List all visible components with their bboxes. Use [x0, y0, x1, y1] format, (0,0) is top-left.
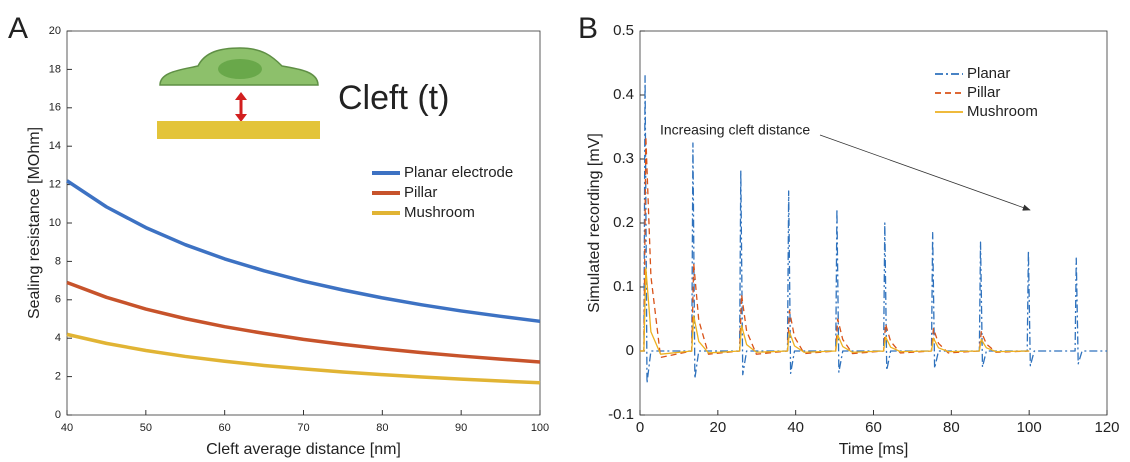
- y-tick-label: 6: [55, 294, 61, 306]
- legend-label: Pillar: [967, 84, 1000, 101]
- series-line: [66, 332, 541, 385]
- plot-frame: [639, 30, 1108, 416]
- y-axis-label: Simulated recording [mV]: [586, 133, 603, 313]
- x-tick-label: 80: [376, 422, 388, 434]
- y-tick-label: 0.1: [613, 278, 634, 295]
- y-tick-label: 16: [49, 102, 61, 114]
- legend-label: Mushroom: [967, 103, 1038, 120]
- x-tick-label: 80: [943, 419, 960, 436]
- legend-label: Pillar: [404, 184, 437, 201]
- legend-label: Planar: [967, 65, 1010, 82]
- legend-label: Mushroom: [404, 204, 475, 221]
- panel-label: B: [578, 12, 598, 45]
- annotation-arrow: [819, 134, 1031, 211]
- y-tick-label: 10: [49, 217, 61, 229]
- series-line: [640, 267, 1030, 355]
- x-tick-label: 60: [219, 422, 231, 434]
- y-tick-label: 18: [49, 63, 61, 75]
- series-line: [66, 179, 541, 324]
- y-tick-label: 0: [55, 409, 61, 421]
- x-tick-label: 100: [1017, 419, 1042, 436]
- y-tick-label: 0.5: [613, 22, 634, 39]
- y-tick-label: 0.3: [613, 150, 634, 167]
- x-tick-label: 50: [140, 422, 152, 434]
- annotation: Cleft (t): [338, 79, 449, 117]
- series-line: [640, 75, 1107, 384]
- x-tick-label: 100: [531, 422, 549, 434]
- x-tick-label: 70: [297, 422, 309, 434]
- y-tick-label: -0.1: [608, 406, 634, 423]
- x-tick-label: 40: [61, 422, 73, 434]
- y-tick-label: 2: [55, 371, 61, 383]
- x-tick-label: 20: [709, 419, 726, 436]
- x-tick-label: 0: [636, 419, 644, 436]
- x-tick-label: 90: [455, 422, 467, 434]
- cell-diagram: [157, 47, 320, 139]
- y-tick-label: 14: [49, 140, 61, 152]
- x-tick-label: 40: [787, 419, 804, 436]
- y-tick-label: 0.2: [613, 214, 634, 231]
- x-axis-label: Time [ms]: [839, 441, 909, 458]
- x-tick-label: 120: [1094, 419, 1119, 436]
- series-line: [66, 280, 541, 364]
- y-tick-label: 8: [55, 255, 61, 267]
- y-tick-label: 20: [49, 25, 61, 37]
- annotation: Increasing cleft distance: [660, 122, 810, 138]
- y-tick-label: 12: [49, 179, 61, 191]
- y-tick-label: 0: [626, 342, 634, 359]
- legend-label: Planar electrode: [404, 164, 513, 181]
- series-line: [640, 135, 1030, 359]
- y-axis-label: Sealing resistance [MOhm]: [26, 127, 43, 319]
- panel-label: A: [8, 12, 28, 45]
- y-tick-label: 0.4: [613, 86, 634, 103]
- y-tick-label: 4: [55, 332, 61, 344]
- x-axis-label: Cleft average distance [nm]: [206, 441, 401, 458]
- x-tick-label: 60: [865, 419, 882, 436]
